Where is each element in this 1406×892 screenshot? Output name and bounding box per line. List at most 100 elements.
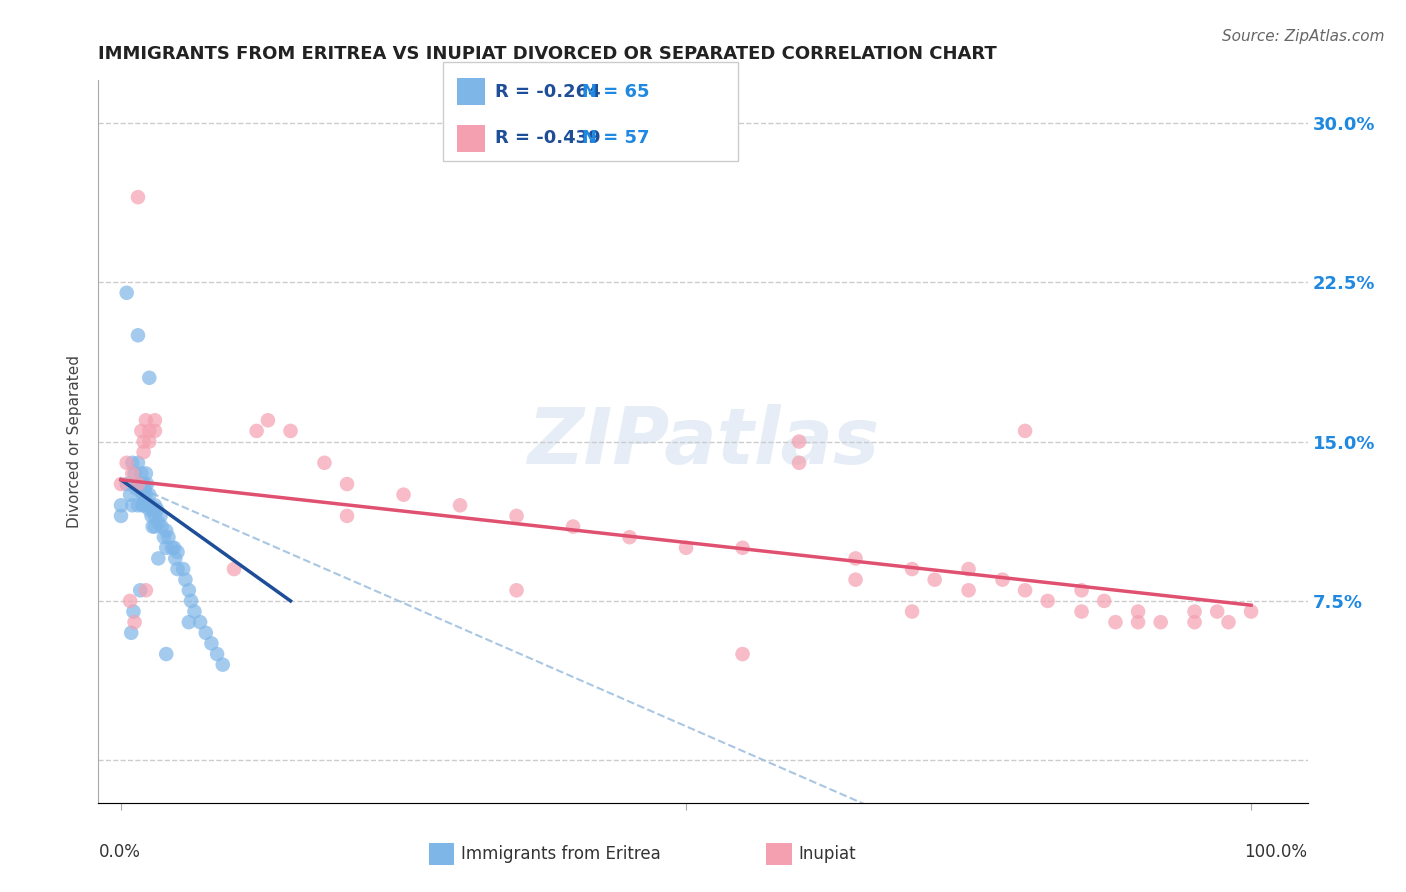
Point: [132, 488, 155, 502]
Point: [787, 456, 810, 470]
Point: [205, 647, 228, 661]
Text: Source: ZipAtlas.com: Source: ZipAtlas.com: [1222, 29, 1385, 44]
Point: [166, 562, 188, 576]
Point: [246, 424, 269, 438]
Point: [675, 541, 697, 555]
Point: [1092, 594, 1115, 608]
Point: [135, 413, 157, 427]
Point: [845, 551, 868, 566]
Point: [336, 508, 359, 523]
Point: [127, 328, 149, 343]
Point: [157, 530, 180, 544]
Point: [115, 477, 138, 491]
Point: [166, 545, 188, 559]
Point: [142, 502, 165, 516]
Text: Immigrants from Eritrea: Immigrants from Eritrea: [461, 845, 661, 863]
Text: Inupiat: Inupiat: [799, 845, 856, 863]
Point: [131, 488, 153, 502]
Point: [127, 498, 149, 512]
Point: [188, 615, 211, 630]
Point: [121, 498, 143, 512]
Point: [132, 445, 155, 459]
Point: [115, 456, 138, 470]
Point: [957, 583, 980, 598]
Point: [132, 498, 155, 512]
Point: [110, 477, 132, 491]
Point: [129, 583, 152, 598]
Point: [143, 413, 166, 427]
Point: [127, 190, 149, 204]
Point: [124, 467, 146, 481]
Point: [135, 488, 157, 502]
Point: [138, 488, 160, 502]
Point: [1150, 615, 1173, 630]
Point: [115, 285, 138, 300]
Point: [148, 516, 170, 530]
Point: [143, 508, 166, 523]
Point: [1126, 615, 1149, 630]
Point: [177, 615, 200, 630]
Point: [314, 456, 336, 470]
Point: [120, 488, 142, 502]
Point: [901, 605, 924, 619]
Point: [121, 456, 143, 470]
Point: [110, 498, 132, 512]
Point: [1218, 615, 1240, 630]
Point: [134, 481, 156, 495]
Point: [222, 562, 245, 576]
Point: [122, 605, 145, 619]
Point: [120, 625, 142, 640]
Point: [146, 502, 169, 516]
Point: [619, 530, 641, 544]
Point: [731, 647, 754, 661]
Point: [924, 573, 946, 587]
Point: [143, 498, 166, 512]
Point: [138, 424, 160, 438]
Point: [143, 424, 166, 438]
Point: [1206, 605, 1229, 619]
Point: [1070, 583, 1092, 598]
Point: [139, 498, 162, 512]
Point: [257, 413, 280, 427]
Text: N = 65: N = 65: [582, 83, 650, 101]
Point: [120, 594, 142, 608]
Point: [155, 541, 177, 555]
Point: [183, 605, 205, 619]
Point: [280, 424, 302, 438]
Point: [180, 594, 202, 608]
Point: [134, 494, 156, 508]
Text: N = 57: N = 57: [582, 129, 650, 147]
Point: [110, 508, 132, 523]
Text: R = -0.439: R = -0.439: [495, 129, 600, 147]
Point: [135, 467, 157, 481]
Point: [150, 519, 173, 533]
Point: [1014, 424, 1036, 438]
Point: [731, 541, 754, 555]
Point: [1126, 605, 1149, 619]
Point: [787, 434, 810, 449]
Y-axis label: Divorced or Separated: Divorced or Separated: [67, 355, 83, 528]
Point: [177, 583, 200, 598]
Point: [1014, 583, 1036, 598]
Point: [562, 519, 585, 533]
Point: [1104, 615, 1126, 630]
Point: [131, 498, 153, 512]
Point: [131, 424, 153, 438]
Text: 100.0%: 100.0%: [1244, 843, 1308, 861]
Point: [1240, 605, 1263, 619]
Point: [138, 371, 160, 385]
Point: [172, 562, 194, 576]
Point: [141, 508, 163, 523]
Point: [165, 551, 187, 566]
Point: [135, 583, 157, 598]
Point: [449, 498, 471, 512]
Point: [1070, 605, 1092, 619]
Point: [211, 657, 233, 672]
Point: [142, 519, 165, 533]
Point: [138, 434, 160, 449]
Text: 0.0%: 0.0%: [98, 843, 141, 861]
Point: [155, 524, 177, 538]
Point: [163, 541, 186, 555]
Point: [991, 573, 1014, 587]
Point: [136, 477, 159, 491]
